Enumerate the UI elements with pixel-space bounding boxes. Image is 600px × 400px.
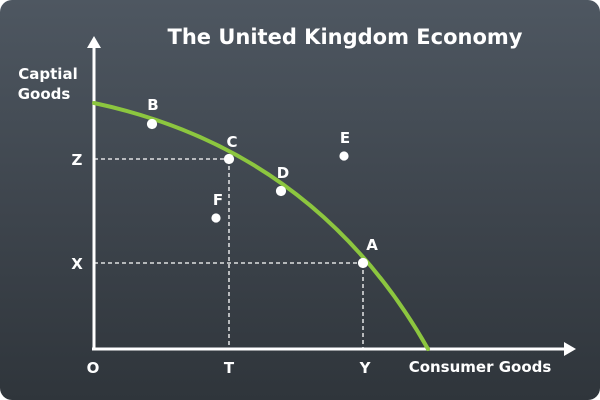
y-axis-arrowhead — [87, 36, 101, 48]
x-tick-y: Y — [359, 359, 372, 377]
point-b-label: B — [147, 96, 158, 114]
y-tick-z: Z — [72, 151, 83, 169]
point-c-marker — [223, 153, 235, 165]
point-d-label: D — [277, 164, 289, 182]
y-axis-label-line1: Captial — [18, 65, 77, 83]
x-axis-label: Consumer Goods — [409, 358, 552, 376]
x-tick-t: T — [224, 359, 235, 377]
point-a-marker — [357, 257, 369, 269]
point-a-label: A — [366, 236, 378, 254]
origin-label: O — [87, 359, 100, 377]
y-axis-label-line2: Goods — [18, 85, 71, 103]
point-f-label: F — [213, 191, 223, 209]
y-tick-x: X — [71, 255, 83, 273]
point-c-label: C — [226, 133, 237, 151]
x-axis-arrowhead — [564, 342, 576, 356]
ppf-curve — [92, 101, 430, 351]
point-d-marker — [275, 185, 287, 197]
point-e-marker — [339, 151, 349, 161]
point-f-marker — [211, 213, 221, 223]
point-e-label: E — [340, 129, 350, 147]
diagram-title: The United Kingdom Economy — [168, 25, 523, 49]
point-b-marker — [146, 118, 158, 130]
